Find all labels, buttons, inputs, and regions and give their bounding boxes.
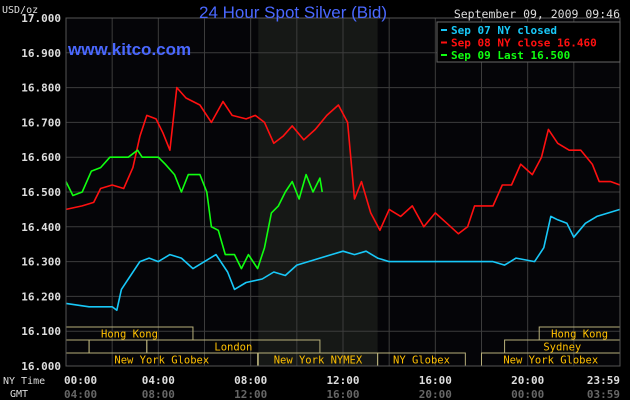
- y-tick-labels: 17.000 16.900 16.800 16.700 16.600 16.500 16.4…: [21, 12, 61, 373]
- x-tick-labels: 00:0004:0004:0008:0008:0012:0012:0016:00…: [64, 374, 620, 400]
- x-tick-label-ny: 23:59: [587, 374, 620, 387]
- x-tick-label-ny: 20:00: [511, 374, 544, 387]
- session-label: Hong Kong: [101, 329, 158, 341]
- series-line-1: [65, 208, 621, 312]
- ny-time-row-label: NY Time: [3, 376, 45, 387]
- y-tick-label: 16.900: [21, 47, 61, 60]
- session-label: London: [214, 342, 252, 354]
- session-label: New York Globex: [114, 355, 209, 367]
- legend-entry: Sep 09 Last 16.500: [451, 49, 570, 62]
- x-tick-label-ny: 16:00: [419, 374, 452, 387]
- x-tick-label-gmt: 03:59: [587, 388, 620, 400]
- x-tick-label-gmt: 16:00: [326, 388, 359, 400]
- legend-entry: Sep 08 NY close 16.460: [451, 37, 597, 50]
- x-tick-label-ny: 08:00: [234, 374, 267, 387]
- series-line-2: [65, 86, 621, 235]
- y-tick-label: 16.000: [21, 360, 61, 373]
- session-label: Hong Kong: [551, 329, 608, 341]
- x-tick-label-ny: 12:00: [326, 374, 359, 387]
- session-label: NY Globex: [393, 355, 450, 367]
- session-label: New York NYMEX: [274, 355, 363, 367]
- y-tick-label: 17.000: [21, 12, 61, 25]
- x-tick-label-ny: 00:00: [64, 374, 97, 387]
- y-tick-label: 16.500: [21, 186, 61, 199]
- unit-label: USD/oz: [2, 5, 38, 16]
- y-tick-label: 16.700: [21, 116, 61, 129]
- x-tick-label-ny: 04:00: [142, 374, 175, 387]
- plot-border: [65, 17, 621, 367]
- gmt-row-label: GMT: [10, 389, 28, 400]
- session-label: Sydney: [543, 342, 581, 354]
- y-tick-label: 16.200: [21, 290, 61, 303]
- series-lines: [65, 86, 621, 312]
- timestamp: September 09, 2009 09:46: [454, 7, 620, 21]
- y-tick-label: 16.600: [21, 151, 61, 164]
- y-tick-label: 16.400: [21, 221, 61, 234]
- x-tick-label-gmt: 08:00: [142, 388, 175, 400]
- chart-title: 24 Hour Spot Silver (Bid): [199, 3, 387, 22]
- y-tick-label: 16.300: [21, 256, 61, 269]
- y-tick-label: 16.800: [21, 82, 61, 95]
- x-tick-label-gmt: 04:00: [64, 388, 97, 400]
- series-line-3: [65, 149, 323, 270]
- legend-entry: Sep 07 NY closed: [451, 24, 557, 37]
- y-tick-label: 16.100: [21, 325, 61, 338]
- grid: [66, 18, 620, 366]
- x-tick-label-gmt: 00:00: [511, 388, 544, 400]
- x-tick-label-gmt: 20:00: [419, 388, 452, 400]
- x-tick-label-gmt: 12:00: [234, 388, 267, 400]
- session-label: New York Globex: [503, 355, 598, 367]
- watermark: www.kitco.com: [67, 40, 191, 59]
